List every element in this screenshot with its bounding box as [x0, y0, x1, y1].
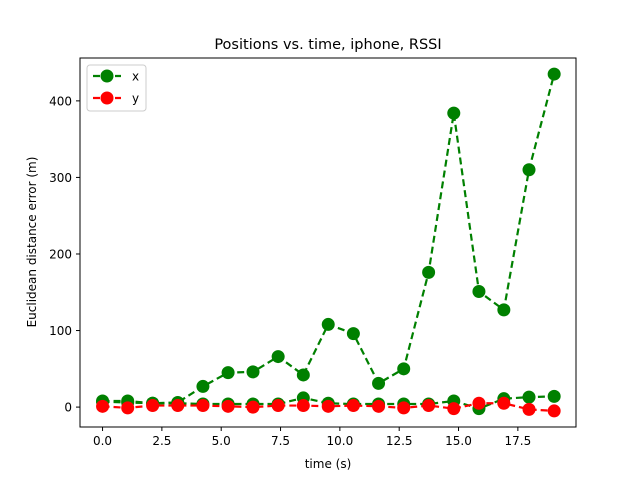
data-point-y — [346, 399, 360, 413]
x-tick-label: 0.0 — [93, 434, 112, 448]
data-point-x — [221, 366, 235, 380]
axes: 0.0 2.5 5.0 7.5 10.0 12.5 15.0 17.5 0 100 200 300 40… — [49, 94, 531, 448]
plot-area — [96, 67, 561, 418]
data-point-y — [522, 402, 536, 416]
data-point-y — [271, 399, 285, 413]
data-point-y — [422, 399, 436, 413]
data-point-x — [346, 327, 360, 341]
data-point-y — [196, 399, 210, 413]
data-point-x — [472, 285, 486, 298]
legend-label-x: x — [132, 70, 139, 84]
data-point-y — [497, 396, 511, 410]
data-point-y — [472, 396, 486, 410]
data-point-x — [296, 368, 310, 382]
data-point-y — [372, 399, 386, 413]
data-point-x — [321, 317, 335, 331]
x-tick-label: 5.0 — [212, 434, 231, 448]
plot-frame — [79, 57, 577, 428]
data-point-x — [397, 362, 411, 376]
data-point-x — [547, 389, 561, 403]
data-point-y — [296, 399, 310, 413]
data-point-x — [271, 350, 285, 364]
data-point-y — [171, 399, 185, 413]
legend-swatch-marker-y — [100, 91, 114, 105]
y-tick-label: 200 — [49, 247, 72, 261]
legend: xy — [86, 64, 147, 112]
data-point-y — [397, 401, 411, 415]
y-tick-label: 400 — [49, 94, 72, 108]
data-point-y — [447, 402, 461, 416]
y-axis-label: Euclidean distance error (m) — [25, 157, 39, 328]
x-tick-label: 15.0 — [445, 434, 472, 448]
data-point-x — [522, 390, 536, 404]
chart-title: Positions vs. time, iphone, RSSI — [214, 37, 441, 53]
data-point-y — [547, 404, 561, 418]
x-tick-label: 7.5 — [271, 434, 290, 448]
data-point-x — [246, 365, 260, 379]
y-tick-label: 0 — [64, 401, 72, 415]
data-point-y — [96, 399, 110, 413]
legend-label-y: y — [132, 92, 139, 106]
data-point-y — [321, 399, 335, 413]
data-point-x — [196, 379, 210, 393]
x-tick-label: 2.5 — [152, 434, 171, 448]
x-tick-label: 17.5 — [504, 434, 531, 448]
data-point-y — [121, 401, 135, 415]
y-tick-label: 300 — [49, 171, 72, 185]
data-point-x — [372, 376, 386, 390]
data-point-y — [146, 399, 160, 413]
data-point-x — [547, 67, 561, 81]
data-point-y — [221, 399, 235, 413]
x-tick-label: 10.0 — [327, 434, 354, 448]
data-point-x — [447, 106, 461, 120]
data-point-y — [246, 400, 260, 414]
x-axis-label: time (s) — [305, 457, 352, 471]
y-tick-label: 100 — [49, 324, 72, 338]
legend-swatch-marker-x — [100, 69, 114, 83]
data-point-x — [497, 303, 511, 317]
data-point-x — [522, 163, 536, 177]
x-tick-label: 12.5 — [386, 434, 413, 448]
data-point-x — [422, 265, 436, 279]
